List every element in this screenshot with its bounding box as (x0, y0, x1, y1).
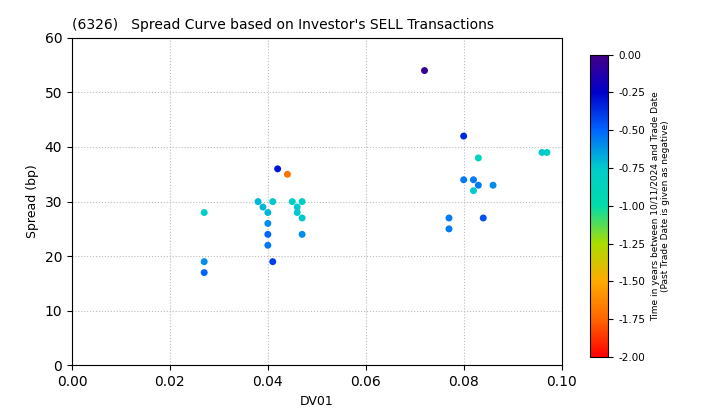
Text: (6326)   Spread Curve based on Investor's SELL Transactions: (6326) Spread Curve based on Investor's … (72, 18, 494, 32)
Point (257, 204, 269, 210)
Point (272, 165, 284, 172)
Point (477, 215, 489, 221)
X-axis label: DV01: DV01 (300, 395, 333, 408)
Point (468, 187, 480, 194)
Point (472, 155, 484, 161)
Point (199, 258, 210, 265)
Point (444, 226, 455, 232)
Point (458, 133, 469, 139)
Point (262, 231, 274, 238)
Point (262, 220, 274, 227)
Y-axis label: Time in years between 10/11/2024 and Trade Date
(Past Trade Date is given as neg: Time in years between 10/11/2024 and Tra… (651, 91, 670, 321)
Point (297, 215, 308, 221)
Point (472, 182, 484, 189)
Y-axis label: Spread (bp): Spread (bp) (26, 165, 39, 239)
Point (292, 204, 303, 210)
Point (297, 198, 308, 205)
Point (292, 209, 303, 216)
Point (262, 242, 274, 249)
Point (199, 209, 210, 216)
Point (282, 171, 293, 178)
Point (541, 149, 553, 156)
Point (468, 176, 480, 183)
Point (419, 67, 431, 74)
Point (487, 182, 499, 189)
Point (267, 258, 279, 265)
Point (287, 198, 298, 205)
Point (252, 198, 264, 205)
Point (297, 231, 308, 238)
Point (267, 198, 279, 205)
Point (262, 209, 274, 216)
Point (444, 215, 455, 221)
Point (199, 269, 210, 276)
Point (458, 176, 469, 183)
Point (536, 149, 548, 156)
